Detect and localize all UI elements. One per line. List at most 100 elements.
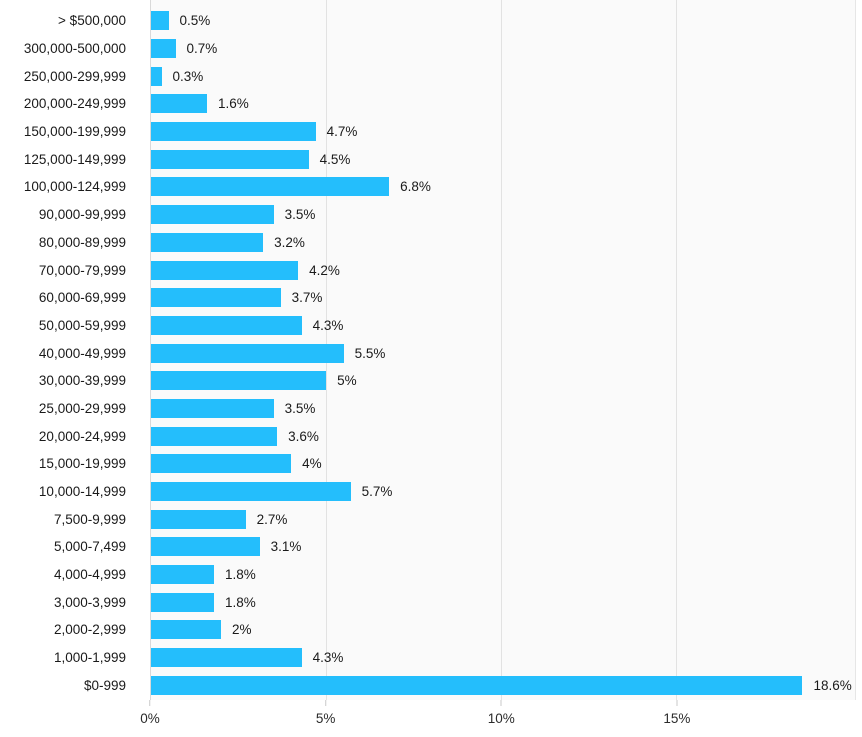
bar: [151, 371, 327, 391]
category-label: $0-999: [83, 677, 126, 693]
bar-row: 5%: [151, 367, 855, 395]
bar-row: 1.8%: [151, 588, 855, 616]
bar: [151, 648, 302, 668]
bar-row: 3.7%: [151, 284, 855, 312]
bar-row: 5.7%: [151, 478, 855, 506]
bar-row: 6.8%: [151, 173, 855, 201]
value-label: 4.7%: [326, 124, 358, 140]
bar-row: 3.1%: [151, 533, 855, 561]
value-label: 0.5%: [179, 13, 211, 29]
bar-row: 2.7%: [151, 505, 855, 533]
bar-row: 4.7%: [151, 118, 855, 146]
bar: [151, 426, 278, 446]
bar: [151, 675, 803, 695]
bar: [151, 454, 292, 474]
bar: [151, 620, 222, 640]
category-label: 20,000-24,999: [38, 428, 126, 444]
bar-row: 3.5%: [151, 201, 855, 229]
category-label: 70,000-79,999: [38, 262, 126, 278]
value-label: 0.3%: [172, 68, 204, 84]
bar: [151, 39, 176, 59]
bar-row: 3.5%: [151, 395, 855, 423]
x-tick-label: 15%: [663, 711, 691, 726]
value-label: 6.8%: [400, 179, 431, 195]
value-label: 3.5%: [284, 400, 316, 416]
plot-area: 0.5% 0.7% 0.3% 1.6% 4.7% 4.5% 6.8% 3.5% 3.2% 4.2%…: [150, 0, 856, 700]
value-label: 5.7%: [361, 484, 393, 500]
bar-row: 4.2%: [151, 256, 855, 284]
category-label: 300,000-500,000: [23, 41, 126, 57]
bar-row: 18.6%: [151, 672, 855, 700]
category-label: 2,000-2,999: [53, 622, 126, 638]
bar-row: 0.5%: [151, 7, 855, 35]
bar-row: 0.7%: [151, 35, 855, 63]
bar: [151, 482, 351, 502]
category-label: 200,000-249,999: [23, 96, 126, 112]
x-tick-mark: [676, 700, 678, 706]
category-label: 90,000-99,999: [38, 207, 126, 223]
x-axis: 0% 5% 10% 15%: [140, 700, 856, 737]
category-label: 1,000-1,999: [53, 650, 126, 666]
bar-row: 4.5%: [151, 145, 855, 173]
bar: [151, 177, 390, 197]
bar: [151, 343, 344, 363]
value-label: 0.7%: [186, 41, 218, 57]
x-tick-mark: [325, 700, 327, 706]
bar-row: 1.8%: [151, 561, 855, 589]
value-label: 3.1%: [270, 539, 302, 555]
bar: [151, 205, 274, 225]
value-label: 4%: [302, 456, 322, 472]
bar: [151, 122, 316, 142]
x-tick-5%: 5%: [315, 700, 336, 726]
value-label: 3.6%: [288, 428, 319, 444]
value-label: 3.7%: [291, 290, 323, 306]
value-label: 5%: [337, 373, 357, 389]
value-label: 18.6%: [813, 677, 852, 693]
gridline-10%: [501, 0, 503, 700]
x-tick-0%: 0%: [140, 700, 160, 726]
category-axis: > $500,000 300,000-500,000 250,000-299,999…: [0, 7, 126, 699]
value-label: 4.3%: [312, 317, 344, 333]
category-label: 150,000-199,999: [23, 124, 126, 140]
category-label: 250,000-299,999: [23, 68, 126, 84]
bar: [151, 232, 264, 252]
category-label: 100,000-124,999: [23, 179, 126, 195]
value-label: 2%: [232, 622, 252, 638]
value-label: 1.6%: [218, 96, 249, 112]
bar-row: 4.3%: [151, 644, 855, 672]
bar-rows: 0.5% 0.7% 0.3% 1.6% 4.7% 4.5% 6.8% 3.5% 3.2% 4.2%…: [151, 7, 855, 699]
value-label: 4.5%: [319, 151, 351, 167]
value-label: 5.5%: [354, 345, 386, 361]
bar: [151, 537, 260, 557]
bar: [151, 398, 274, 418]
category-label: 125,000-149,999: [23, 151, 126, 167]
bar: [151, 509, 246, 529]
value-label: 1.8%: [225, 567, 256, 583]
category-label: 80,000-89,999: [38, 234, 126, 250]
category-label: 15,000-19,999: [38, 456, 126, 472]
bar: [151, 565, 215, 585]
x-tick-mark: [149, 700, 151, 706]
value-label: 2.7%: [256, 511, 288, 527]
x-tick-label: 0%: [140, 711, 160, 726]
bar-row: 2%: [151, 616, 855, 644]
value-label: 4.3%: [312, 650, 344, 666]
category-label: 4,000-4,999: [53, 567, 126, 583]
category-label: 5,000-7,499: [53, 539, 126, 555]
bar: [151, 149, 309, 169]
x-tick-15%: 15%: [663, 700, 690, 726]
category-label: 7,500-9,999: [53, 511, 126, 527]
category-label: 60,000-69,999: [38, 290, 126, 306]
x-tick-label: 10%: [487, 711, 515, 726]
bar: [151, 66, 162, 86]
x-tick-label: 5%: [315, 711, 336, 726]
category-label: 10,000-14,999: [38, 484, 126, 500]
bar-row: 5.5%: [151, 339, 855, 367]
bar-row: 4%: [151, 450, 855, 478]
category-label: 25,000-29,999: [38, 400, 126, 416]
bar: [151, 288, 281, 308]
category-label: 3,000-3,999: [53, 594, 126, 610]
bar: [151, 260, 299, 280]
bar-row: 1.6%: [151, 90, 855, 118]
